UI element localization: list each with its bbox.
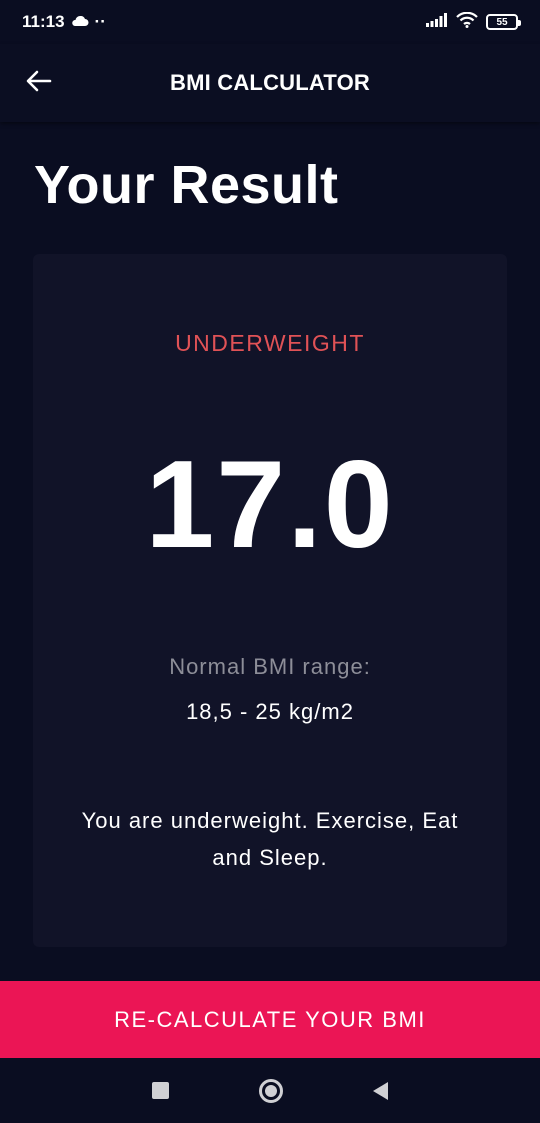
result-card: UNDERWEIGHT 17.0 Normal BMI range: 18,5 … [33, 254, 507, 947]
normal-range-value: 18,5 - 25 kg/m2 [186, 699, 354, 724]
circle-icon[interactable] [259, 1078, 283, 1103]
status-bar: 11:13 ·· [0, 0, 540, 44]
status-left: 11:13 ·· [22, 12, 106, 32]
battery-level: 55 [496, 16, 508, 28]
signal-icon [426, 12, 448, 32]
app-bar: BMI CALCULATOR [0, 44, 540, 122]
wifi-icon [456, 11, 478, 33]
result-category-label: UNDERWEIGHT [175, 330, 365, 356]
square-icon[interactable] [152, 1082, 169, 1099]
recalculate-button-label: RE-CALCULATE YOUR BMI [114, 1006, 426, 1032]
bmi-value: 17.0 [145, 436, 395, 574]
system-nav-bar [0, 1058, 540, 1123]
page-title: Your Result [34, 155, 339, 215]
normal-range-label: Normal BMI range: [169, 654, 371, 679]
battery-icon: 55 [486, 14, 521, 30]
app-title: BMI CALCULATOR [170, 70, 370, 95]
status-dots: ·· [94, 12, 106, 31]
result-interpretation: You are underweight. Exercise, Eat and S… [81, 808, 459, 870]
triangle-back-icon[interactable] [373, 1081, 388, 1100]
status-time: 11:13 [22, 12, 65, 31]
status-right: 55 [426, 11, 521, 33]
recalculate-button[interactable]: RE-CALCULATE YOUR BMI [0, 981, 540, 1058]
back-button[interactable] [18, 62, 60, 104]
arrow-left-icon [26, 70, 52, 97]
cloud-icon [71, 12, 89, 32]
